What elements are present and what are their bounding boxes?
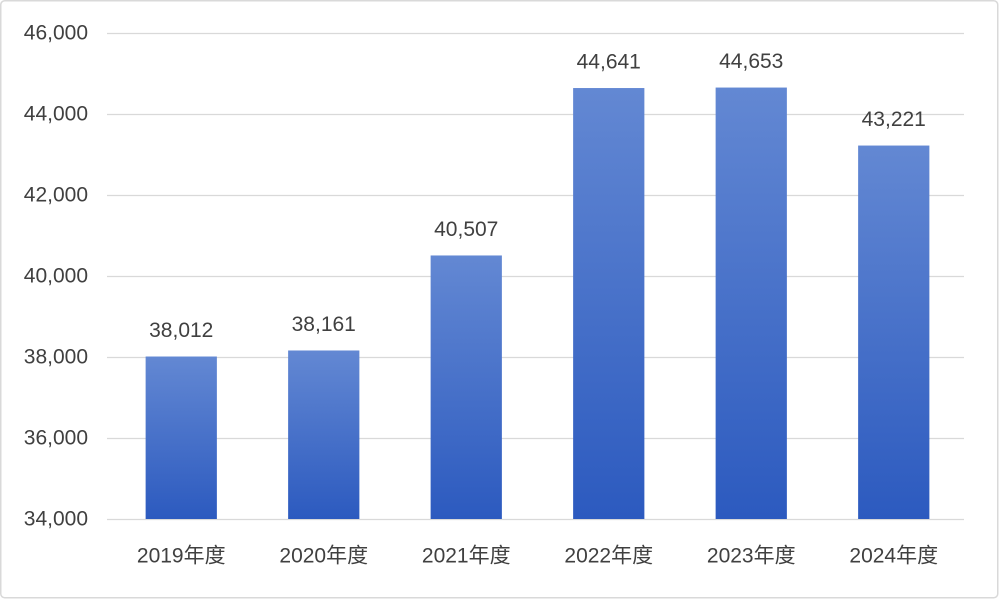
bar [858,145,930,519]
bar [145,356,217,519]
bar [430,255,502,520]
x-axis-label: 2019年度 [137,545,226,568]
bar [573,88,645,520]
bar [288,350,360,519]
data-labels: 38,012 38,161 40,507 44,641 44,653 43,221 [149,50,926,342]
x-axis-label: 2023年度 [707,545,796,568]
x-axis-label: 2021年度 [422,545,511,568]
x-axis-label: 2020年度 [279,545,368,568]
data-label: 40,507 [434,218,498,241]
y-axis-tick-label: 34,000 [24,508,88,531]
y-axis-tick-label: 40,000 [24,265,88,288]
y-axis-tick-labels: 34,000 36,000 38,000 40,000 42,000 44,000 46,0… [24,22,88,531]
data-label: 44,641 [577,51,641,74]
y-axis-tick-label: 38,000 [24,346,88,369]
data-label: 44,653 [719,50,783,73]
x-axis-labels: 2019年度 2020年度 2021年度 2022年度 2023年度 2024年度 [137,545,938,568]
y-axis-tick-label: 42,000 [24,184,88,207]
y-axis-tick-label: 36,000 [24,427,88,450]
data-label: 43,221 [862,108,926,131]
x-axis-label: 2024年度 [849,545,938,568]
gridlines [107,32,964,521]
data-label: 38,161 [292,313,356,336]
y-axis-tick-label: 46,000 [24,22,88,45]
bars [145,87,930,520]
y-axis-tick-label: 44,000 [24,103,88,126]
data-label: 38,012 [149,319,213,342]
bar [715,87,787,519]
x-axis-label: 2022年度 [564,545,653,568]
